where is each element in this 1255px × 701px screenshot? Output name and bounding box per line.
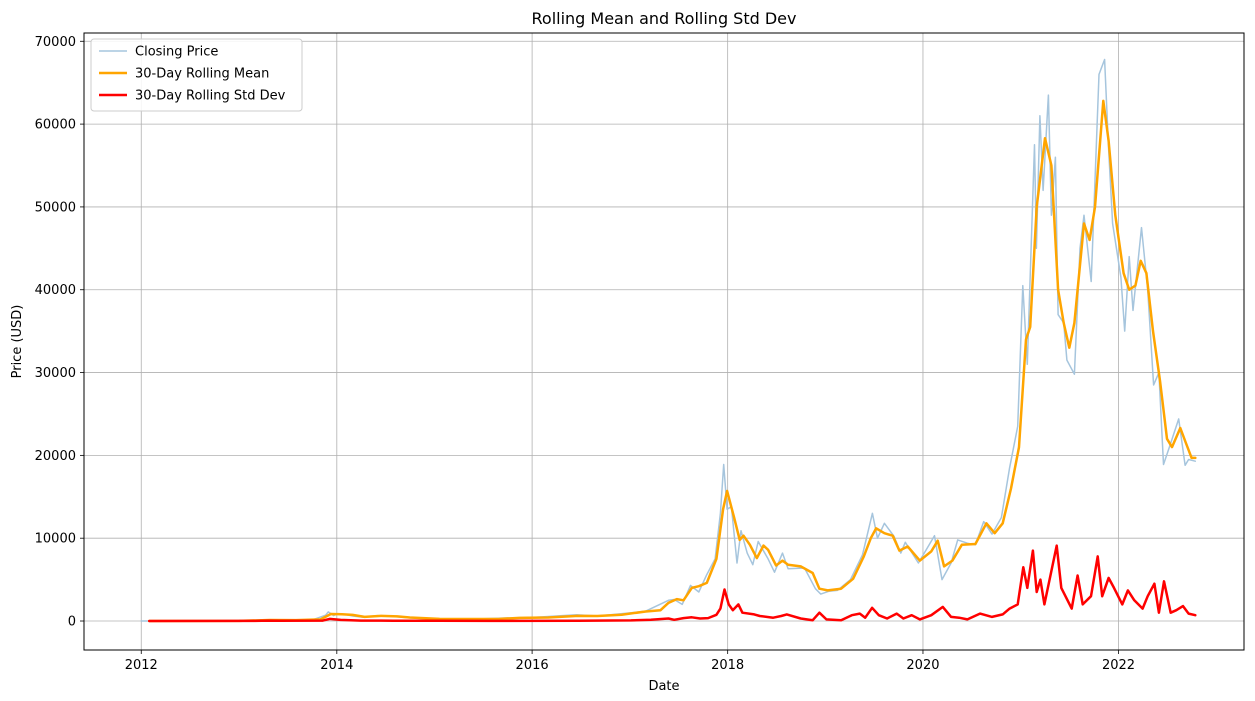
x-axis-ticks: 2012 2014 2016 2018 2020 2022	[125, 650, 1135, 673]
rolling-std-line	[148, 544, 1197, 623]
plot-frame	[83, 32, 1245, 651]
y-tick-label: 20000	[35, 449, 76, 464]
y-tick-label: 0	[68, 615, 76, 630]
legend-label-rolling-mean: 30-Day Rolling Mean	[135, 67, 269, 82]
x-tick-label: 2020	[906, 658, 939, 673]
x-axis-label: Date	[648, 679, 679, 694]
x-tick-label: 2012	[125, 658, 158, 673]
legend-label-rolling-std: 30-Day Rolling Std Dev	[135, 89, 286, 104]
y-axis-ticks: 0 10000 20000 30000 40000 50000 60000 70000	[35, 35, 84, 630]
legend-label-closing-price: Closing Price	[135, 45, 218, 60]
x-tick-label: 2016	[516, 658, 549, 673]
y-tick-label: 60000	[35, 118, 76, 133]
y-tick-label: 10000	[35, 532, 76, 547]
x-tick-label: 2022	[1102, 658, 1135, 673]
y-tick-label: 30000	[35, 366, 76, 381]
y-tick-label: 70000	[35, 35, 76, 50]
series-layer	[140, 58, 1197, 623]
y-tick-label: 50000	[35, 200, 76, 215]
y-tick-label: 40000	[35, 283, 76, 298]
legend: Closing Price 30-Day Rolling Mean 30-Day…	[90, 38, 303, 112]
chart-title: Rolling Mean and Rolling Std Dev	[532, 9, 797, 28]
legend-box	[90, 38, 303, 112]
y-axis-label: Price (USD)	[10, 305, 25, 379]
rolling-mean-line	[148, 99, 1197, 623]
x-tick-label: 2018	[711, 658, 744, 673]
grid-layer	[84, 33, 1244, 650]
x-tick-label: 2014	[320, 658, 353, 673]
